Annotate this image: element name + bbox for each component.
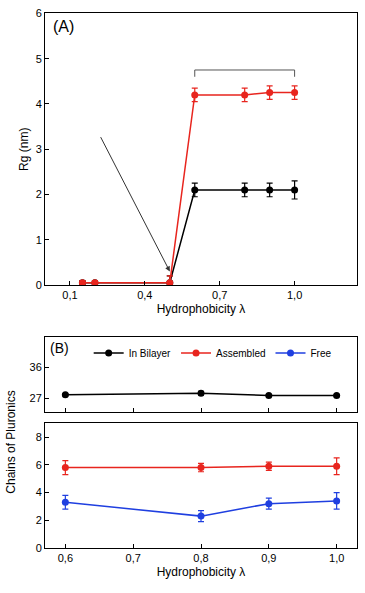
svg-text:4: 4 <box>36 98 42 110</box>
svg-text:Assembled: Assembled <box>216 348 265 359</box>
svg-text:6: 6 <box>36 7 42 19</box>
svg-text:1: 1 <box>36 234 42 246</box>
svg-text:(B): (B) <box>50 340 69 356</box>
svg-text:0,1: 0,1 <box>62 289 77 301</box>
svg-text:1,0: 1,0 <box>329 552 344 564</box>
svg-text:0,7: 0,7 <box>212 289 227 301</box>
svg-text:Free: Free <box>311 348 332 359</box>
svg-text:0: 0 <box>36 279 42 291</box>
svg-text:2: 2 <box>36 514 42 526</box>
svg-text:8: 8 <box>36 431 42 443</box>
svg-text:0,9: 0,9 <box>261 552 276 564</box>
svg-text:0,8: 0,8 <box>193 552 208 564</box>
svg-text:27: 27 <box>30 392 42 404</box>
svg-text:1,0: 1,0 <box>287 289 302 301</box>
svg-text:6: 6 <box>36 459 42 471</box>
svg-text:0,6: 0,6 <box>58 552 73 564</box>
svg-text:3: 3 <box>36 143 42 155</box>
svg-text:Hydrophobicity λ: Hydrophobicity λ <box>157 565 246 579</box>
svg-text:0,4: 0,4 <box>137 289 152 301</box>
svg-text:(A): (A) <box>53 18 74 35</box>
svg-text:4: 4 <box>36 486 42 498</box>
svg-text:0,7: 0,7 <box>126 552 141 564</box>
svg-text:Hydrophobicity λ: Hydrophobicity λ <box>157 302 246 316</box>
svg-text:0: 0 <box>36 542 42 554</box>
svg-text:Rg (nm): Rg (nm) <box>17 128 31 171</box>
svg-text:5: 5 <box>36 53 42 65</box>
svg-text:36: 36 <box>30 361 42 373</box>
svg-text:In Bilayer: In Bilayer <box>129 348 171 359</box>
svg-text:Chains of Pluronics: Chains of Pluronics <box>4 390 18 493</box>
svg-text:2: 2 <box>36 188 42 200</box>
